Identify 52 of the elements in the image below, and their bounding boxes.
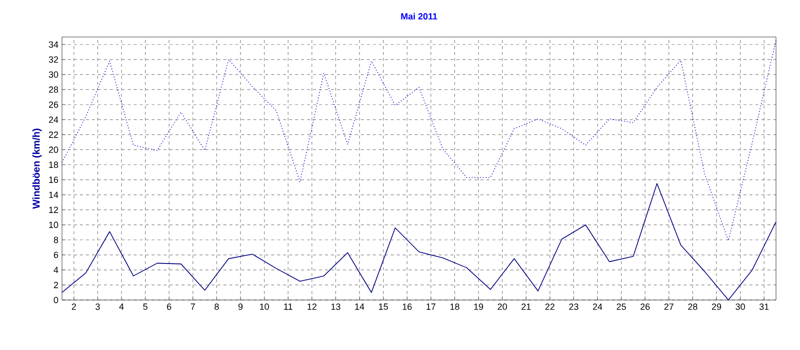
- y-tick-label: 26: [48, 101, 58, 108]
- x-tick-label: 14: [355, 304, 364, 310]
- x-tick-label: 3: [96, 304, 100, 310]
- x-tick-label: 20: [498, 304, 507, 310]
- x-tick-label: 9: [238, 304, 243, 310]
- x-tick-label: 2: [72, 304, 76, 310]
- x-tick-label: 27: [664, 304, 674, 310]
- x-tick-label: 25: [616, 304, 626, 310]
- x-tick-label: 29: [712, 304, 722, 310]
- x-tick-label: 26: [640, 304, 650, 310]
- x-tick-label: 4: [119, 304, 124, 310]
- y-tick-label: 24: [48, 116, 58, 123]
- x-tick-label: 10: [260, 304, 269, 310]
- x-tick-label: 18: [450, 304, 460, 310]
- x-tick-label: 6: [167, 304, 172, 310]
- y-tick-label: 32: [48, 56, 58, 63]
- y-tick-label: 16: [49, 176, 58, 183]
- y-tick-label: 14: [49, 192, 58, 198]
- x-tick-label: 8: [214, 304, 219, 310]
- chart-title: Mai 2011: [401, 12, 438, 20]
- x-tick-label: 16: [402, 304, 412, 310]
- y-axis-title: Windböen (km/h): [32, 128, 42, 209]
- x-tick-label: 24: [592, 304, 602, 310]
- y-tick-label: 10: [49, 222, 58, 228]
- y-tick-label: 0: [54, 296, 58, 304]
- x-tick-label: 5: [143, 304, 148, 310]
- y-tick-label: 28: [48, 86, 58, 93]
- y-tick-label: 34: [48, 41, 58, 48]
- y-tick-label: 20: [48, 146, 58, 153]
- y-tick-label: 12: [49, 206, 58, 213]
- x-tick-label: 30: [736, 304, 745, 310]
- y-tick-label: 2: [54, 282, 58, 288]
- y-tick-label: 22: [48, 132, 58, 138]
- x-tick-label: 28: [688, 304, 698, 310]
- x-tick-label: 31: [759, 304, 769, 310]
- x-tick-label: 17: [426, 304, 436, 310]
- y-tick-label: 6: [54, 252, 58, 258]
- x-tick-label: 15: [379, 304, 388, 310]
- x-tick-label: 19: [474, 304, 484, 310]
- line-series: [62, 40, 776, 242]
- x-tick-label: 12: [308, 304, 316, 310]
- y-tick-label: 8: [54, 236, 58, 244]
- y-tick-label: 4: [54, 266, 58, 274]
- x-tick-label: 13: [331, 304, 340, 310]
- y-tick-label: 30: [48, 71, 58, 78]
- x-tick-label: 21: [522, 304, 531, 310]
- x-tick-label: 23: [569, 304, 578, 310]
- y-tick-label: 18: [49, 162, 58, 168]
- x-tick-label: 11: [284, 304, 292, 310]
- x-tick-label: 7: [190, 304, 195, 310]
- x-tick-label: 22: [545, 304, 554, 310]
- line-series: [62, 183, 776, 300]
